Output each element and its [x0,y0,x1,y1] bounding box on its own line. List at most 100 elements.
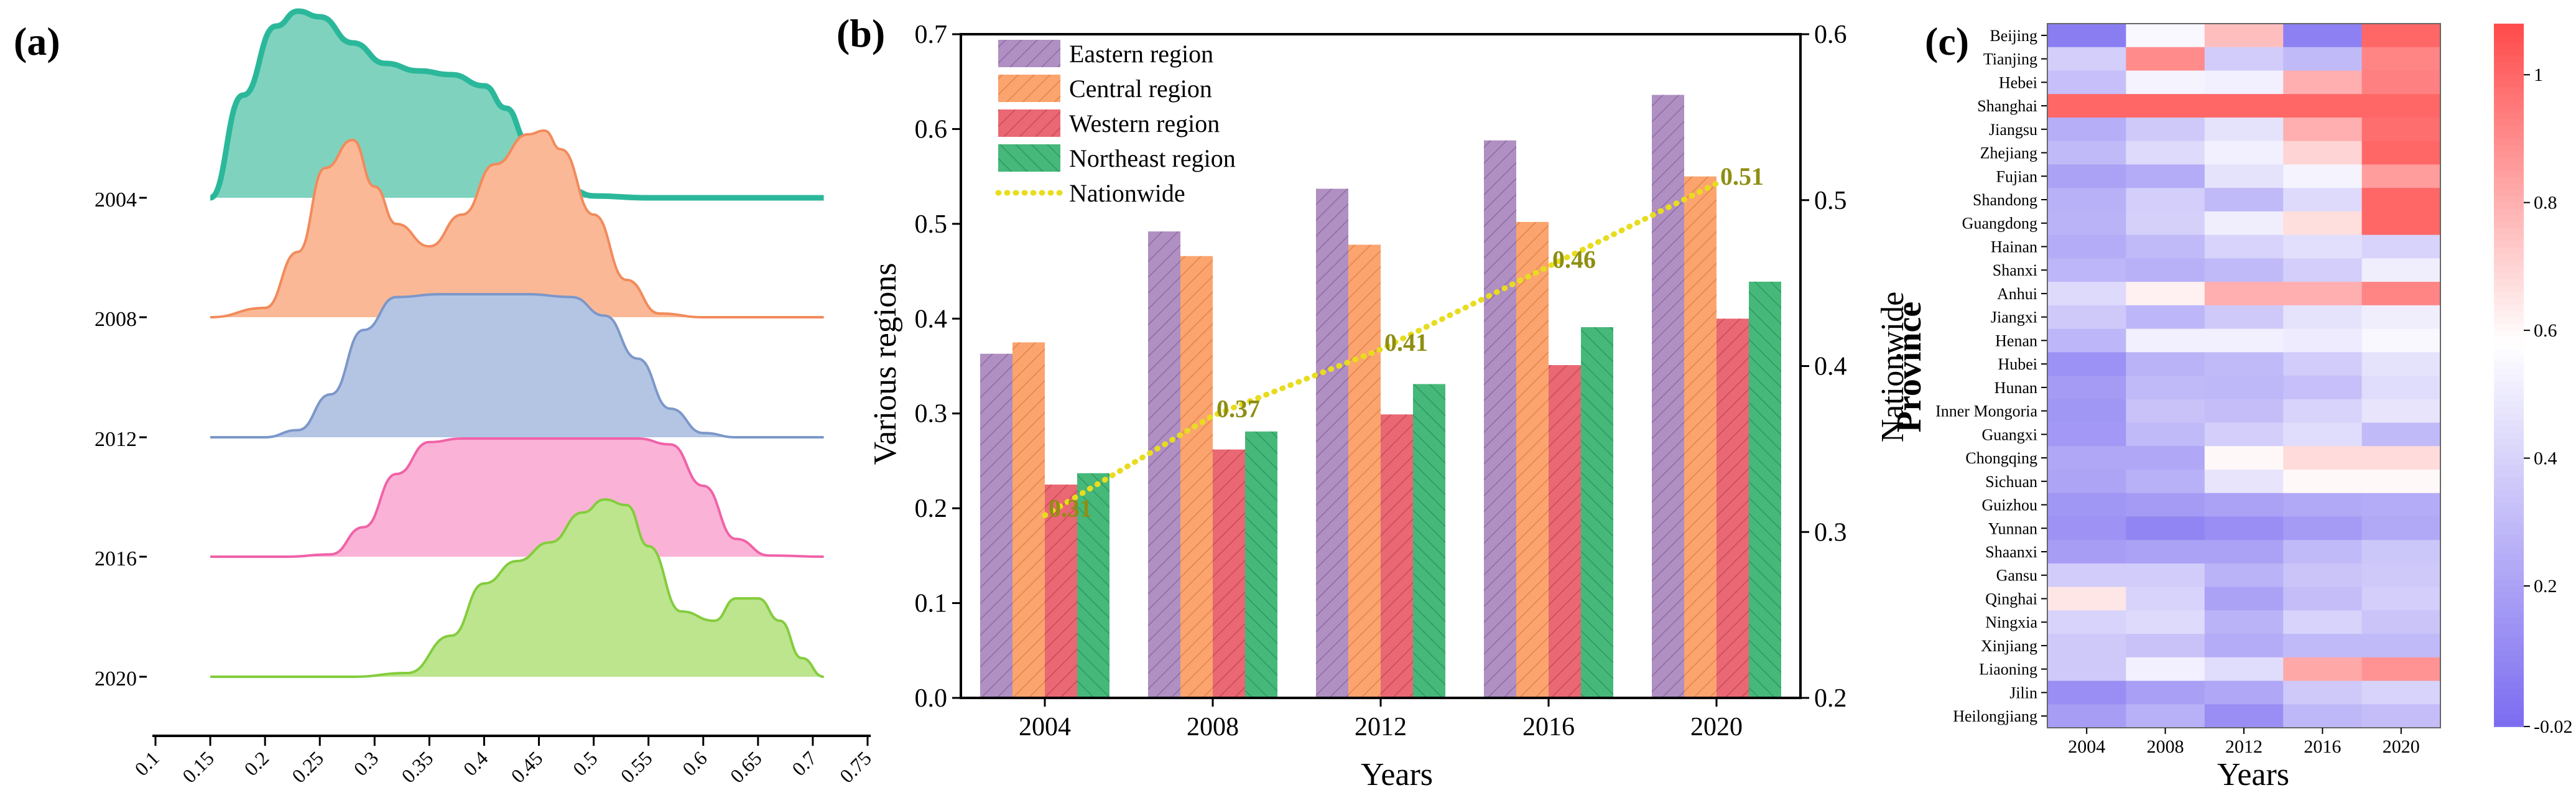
heat-cell-heilongjiang-2004 [2047,704,2126,728]
heat-cell-henan-2020 [2361,328,2441,353]
legend-swatch-eastern-region [998,40,1060,67]
colorbar-tick-label: 0.4 [2534,448,2557,469]
c-row-label: Guizhou [1981,496,2037,514]
c-row-label: Fujian [1996,167,2037,185]
colorbar-segment [2494,298,2524,305]
heat-cell-sichuan-2004 [2047,469,2126,494]
heat-cell-henan-2004 [2047,328,2126,353]
heat-cell-yunnan-2016 [2283,516,2363,541]
heat-cell-hainan-2008 [2126,235,2205,259]
heat-cell-jiangsu-2008 [2126,117,2205,142]
heat-cell-shanghai-2004 [2047,94,2126,118]
heat-cell-shanxi-2008 [2126,258,2205,282]
heat-cell-guangdong-2012 [2204,211,2284,236]
bar-western-region-2008 [1213,449,1245,698]
heat-cell-chongqing-2016 [2283,446,2363,470]
bar-central-region-2008 [1180,256,1213,698]
ridge-outline-2020 [210,498,824,678]
heat-cell-jiangsu-2016 [2283,117,2363,142]
heat-cell-guangdong-2020 [2361,211,2441,236]
colorbar-segment [2494,541,2524,549]
colorbar-segment [2494,675,2524,682]
colorbar-segment [2494,662,2524,670]
heat-cell-xinjiang-2004 [2047,634,2126,658]
heat-cell-guangxi-2012 [2204,422,2284,447]
heat-cell-qinghai-2004 [2047,587,2126,611]
colorbar-segment [2494,445,2524,453]
b-x-axis-title: Years [1361,757,1433,792]
heat-cell-shaanxi-2004 [2047,540,2126,564]
heat-cell-hubei-2004 [2047,352,2126,376]
bar-northeast-region-2004 [1077,473,1110,698]
heat-cell-ningxia-2004 [2047,610,2126,634]
heat-cell-yunnan-2012 [2204,516,2284,541]
b-y-tick-label: 0.2 [915,495,948,523]
heat-cell-xinjiang-2008 [2126,634,2205,658]
heat-cell-hubei-2020 [2361,352,2441,376]
legend-label: Central region [1069,75,1212,103]
heat-cell-guizhou-2008 [2126,493,2205,517]
a-x-tick-label: 0.25 [287,746,328,787]
heat-cell-guizhou-2020 [2361,493,2441,517]
colorbar-segment [2494,266,2524,274]
bar-central-region-2004 [1012,342,1045,698]
heat-cell-anhui-2012 [2204,282,2284,306]
heat-cell-jilin-2020 [2361,680,2441,705]
a-x-tick-label: 0.7 [787,746,821,780]
colorbar-segment [2494,235,2524,242]
colorbar-segment [2494,375,2524,383]
heat-cell-hainan-2016 [2283,235,2363,259]
colorbar-segment [2494,337,2524,344]
heat-cell-guangdong-2008 [2126,211,2205,236]
heat-cell-hunan-2008 [2126,376,2205,400]
bar-eastern-region-2008 [1148,231,1180,699]
heat-cell-shaanxi-2008 [2126,540,2205,564]
b-x-tick-label: 2008 [1187,713,1239,741]
colorbar-segment [2494,286,2524,293]
heat-cell-guangxi-2020 [2361,422,2441,447]
heat-cell-sichuan-2008 [2126,469,2205,494]
panel-b-bar-chart: (b) 2004 2008 2012 2016 2020 0.0 0.1 0.2 0.3 0.4 0… [836,11,1911,792]
colorbar-segment [2494,618,2524,625]
heat-cell-ningxia-2008 [2126,610,2205,634]
colorbar-segment [2494,330,2524,338]
colorbar-segment [2494,509,2524,516]
colorbar-segment [2494,624,2524,631]
colorbar-segment [2494,119,2524,127]
b-x-tick-label: 2020 [1690,713,1743,741]
heat-cell-jiangsu-2012 [2204,117,2284,142]
heat-cell-hunan-2004 [2047,376,2126,400]
c-row-label: Hainan [1991,238,2037,256]
colorbar-segment [2494,439,2524,446]
c-col-label: 2020 [2383,736,2420,757]
colorbar-segment [2494,323,2524,331]
c-row-label: Beijing [1990,27,2037,45]
colorbar-segment [2494,490,2524,497]
colorbar-segment [2494,126,2524,133]
colorbar-segment [2494,190,2524,197]
c-row-label: Liaoning [1979,661,2037,679]
colorbar-segment [2494,586,2524,593]
c-row-label: Qinghai [1985,590,2037,608]
b-y-tick-label: 0.5 [915,210,948,239]
heat-cell-anhui-2004 [2047,282,2126,306]
colorbar-segment [2494,656,2524,664]
heat-cell-qinghai-2016 [2283,587,2363,611]
c-row-label: Gansu [1996,567,2037,585]
b-y-tick-label: 0.6 [915,115,948,144]
colorbar-segment [2494,42,2524,50]
colorbar-tick-label: 0.2 [2534,576,2557,597]
heat-cell-inner-mongoria-2004 [2047,399,2126,423]
colorbar-segment [2494,643,2524,651]
heat-cell-jiangxi-2020 [2361,305,2441,330]
colorbar-segment [2494,279,2524,286]
heat-cell-tianjing-2004 [2047,47,2126,71]
colorbar-segment [2494,113,2524,120]
b-x-tick-label: 2004 [1019,713,1071,741]
heat-cell-inner-mongoria-2012 [2204,399,2284,423]
bar-northeast-region-2008 [1245,431,1277,698]
b-y2-tick-label: 0.6 [1814,21,1847,49]
heat-cell-shaanxi-2020 [2361,540,2441,564]
colorbar-segment [2494,401,2524,408]
heat-cell-sichuan-2016 [2283,469,2363,494]
